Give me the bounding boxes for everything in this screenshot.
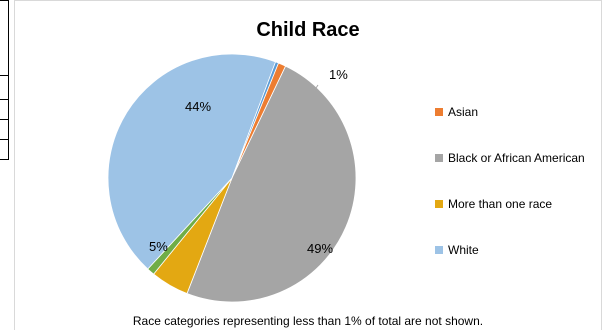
table-edge bbox=[0, 0, 14, 160]
pie-slice-black-or-african-american bbox=[186, 65, 357, 303]
legend-item-white: White bbox=[435, 243, 479, 257]
legend-swatch bbox=[435, 246, 443, 254]
legend-label: More than one race bbox=[448, 197, 553, 211]
legend-item-asian: Asian bbox=[435, 105, 478, 119]
table-cell bbox=[0, 140, 9, 160]
data-label-black-or-african-american: 49% bbox=[307, 241, 333, 256]
data-label-white: 44% bbox=[185, 99, 211, 114]
table-cell bbox=[0, 76, 9, 100]
leader-line bbox=[313, 84, 319, 92]
data-label-more-than-one-race: 5% bbox=[149, 239, 168, 254]
legend-swatch bbox=[435, 200, 443, 208]
table-cell bbox=[0, 100, 9, 120]
chart-area: Child Race 1% 49% 5% 44% Asian Black or Afri… bbox=[14, 0, 602, 330]
data-label-asian: 1% bbox=[329, 67, 348, 82]
pie-chart: 1% 49% 5% 44% bbox=[107, 53, 357, 303]
legend-swatch bbox=[435, 154, 443, 162]
chart-note: Race categories representing less than 1… bbox=[132, 314, 484, 328]
legend-item-more-than-one-race: More than one race bbox=[435, 197, 552, 211]
legend-item-black-or-african-american: Black or African American bbox=[435, 151, 585, 165]
pie-slice-white bbox=[107, 53, 277, 270]
legend-label: Black or African American bbox=[448, 151, 585, 165]
legend-swatch bbox=[435, 108, 443, 116]
chart-title: Child Race bbox=[256, 19, 360, 41]
pie-slice-unlabeled-5 bbox=[231, 61, 279, 179]
legend-label: White bbox=[448, 243, 479, 257]
table-cell bbox=[0, 0, 9, 76]
table-cell bbox=[0, 120, 9, 140]
legend-label: Asian bbox=[448, 105, 479, 119]
